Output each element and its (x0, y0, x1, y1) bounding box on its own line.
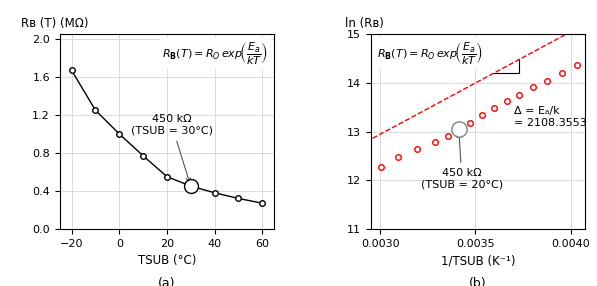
Text: (a): (a) (158, 277, 176, 286)
Text: $R_\mathbf{B}(T) = R_O\,\mathit{exp}\!\left(\dfrac{E_a}{kT}\right)$: $R_\mathbf{B}(T) = R_O\,\mathit{exp}\!\l… (162, 40, 267, 66)
X-axis label: 1/TSUB (K⁻¹): 1/TSUB (K⁻¹) (441, 254, 515, 267)
Text: (b): (b) (469, 277, 487, 286)
X-axis label: TSUB (°C): TSUB (°C) (138, 254, 196, 267)
Text: ln (Rʙ): ln (Rʙ) (345, 17, 384, 30)
Text: Rʙ (T) (MΩ): Rʙ (T) (MΩ) (21, 17, 88, 30)
Text: 450 kΩ
(TSUB = 20°C): 450 kΩ (TSUB = 20°C) (421, 133, 503, 190)
Text: Δ = Eₐ/k
= 2108.3553: Δ = Eₐ/k = 2108.3553 (514, 106, 587, 128)
Text: $R_\mathbf{B}(T) = R_O\,\mathit{exp}\!\left(\dfrac{E_a}{kT}\right)$: $R_\mathbf{B}(T) = R_O\,\mathit{exp}\!\l… (377, 40, 483, 66)
Text: 450 kΩ
(TSUB = 30°C): 450 kΩ (TSUB = 30°C) (131, 114, 213, 182)
